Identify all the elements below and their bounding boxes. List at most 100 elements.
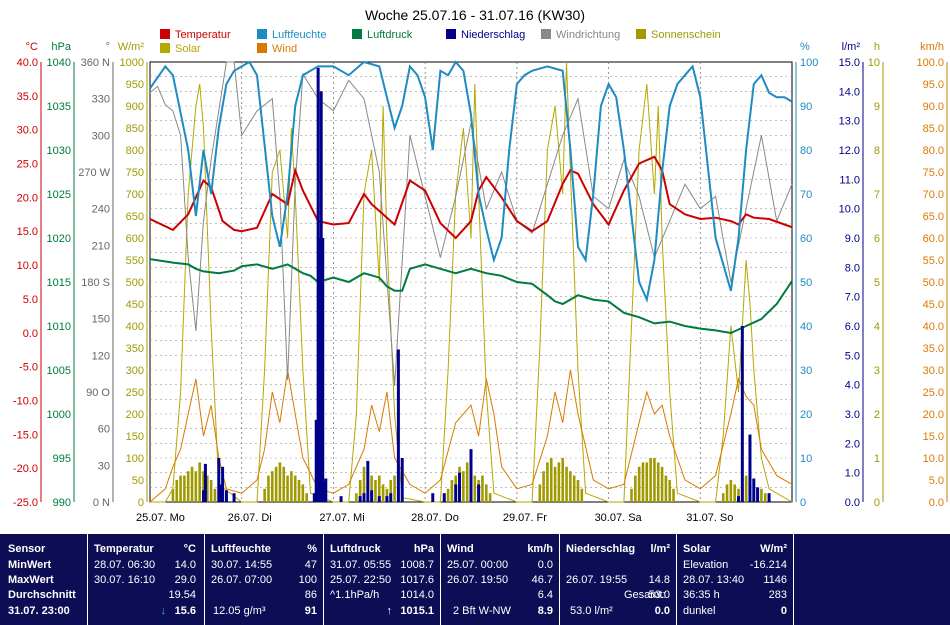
sunshine-bar <box>183 475 186 502</box>
sensor-column: Sensor MinWert MaxWert Durchschnitt 31.0… <box>0 534 88 625</box>
sunshine-bar <box>561 458 565 502</box>
rain-bar <box>314 419 318 502</box>
series-line-luftfeuchte <box>149 60 793 303</box>
tick-label-solar: 900 <box>126 101 144 113</box>
rain-max-value: 14.8 <box>648 574 670 586</box>
tick-label-wind: 5.0 <box>929 475 944 487</box>
sunshine-bar <box>721 493 725 502</box>
pressure-column: Luftdruck hPa 31.07. 05:55 1008.7 25.07.… <box>324 534 441 625</box>
tick-label-solar: 700 <box>126 189 144 201</box>
tick-label-rain: 7.0 <box>845 292 860 304</box>
sunshine-bar <box>569 471 572 502</box>
sunshine-bar <box>649 458 652 502</box>
tick-label-temp: -5.0 <box>19 362 38 374</box>
wind-min-value: 0.0 <box>537 559 553 571</box>
sunshine-bar <box>737 488 740 502</box>
tick-label-wind: 65.0 <box>923 211 944 223</box>
rain-unit: l/m² <box>650 543 670 555</box>
tick-label-solar: 1000 <box>120 57 144 69</box>
legend-swatch <box>352 29 362 39</box>
sunshine-bar <box>389 480 393 502</box>
sunshine-bar <box>282 466 286 502</box>
sunshine-bar <box>653 458 656 502</box>
tick-label-wind: 40.0 <box>923 321 944 333</box>
tick-label-wind: 55.0 <box>923 255 944 267</box>
rain-bar <box>748 434 752 502</box>
temp-min-value: 14.0 <box>174 559 196 571</box>
row-label-current: 31.07. 23:00 <box>8 605 70 617</box>
tick-label-rain: 15.0 <box>839 57 860 69</box>
rain-bar <box>396 349 400 502</box>
sunshine-bar <box>656 462 660 502</box>
tick-label-dir: 120 <box>92 350 110 362</box>
tick-label-temp: 10.0 <box>17 260 38 272</box>
sunshine-bar <box>672 488 675 502</box>
rain-bar <box>756 487 760 502</box>
sunshine-bar <box>641 462 645 502</box>
tick-label-solar: 550 <box>126 255 144 267</box>
tick-label-hum: 90 <box>800 101 812 113</box>
tick-label-temp: 20.0 <box>17 192 38 204</box>
statistics-table: Sensor MinWert MaxWert Durchschnitt 31.0… <box>0 534 950 625</box>
tick-label-dir: 60 <box>98 424 110 436</box>
sunshine-bar <box>362 466 366 502</box>
rain-bar <box>767 493 771 502</box>
rain-bar <box>737 496 740 502</box>
sunshine-bar <box>393 475 396 502</box>
tick-label-wind: 0.0 <box>929 497 944 509</box>
tick-label-rain: 5.0 <box>845 350 860 362</box>
sunshine-bar <box>202 471 205 502</box>
tick-label-rain: 4.0 <box>845 380 860 392</box>
legend-swatch <box>257 43 267 53</box>
rain-bar <box>224 490 228 502</box>
sunshine-value: 283 <box>768 589 787 601</box>
sunshine-bar <box>668 480 672 502</box>
temp-unit: °C <box>183 543 196 555</box>
tick-label-press: 1040 <box>47 57 71 69</box>
tick-label-wind: 15.0 <box>923 431 944 443</box>
tick-label-sun: 10 <box>868 57 880 69</box>
sunshine-bar <box>630 488 633 502</box>
legend-label: Windrichtung <box>556 29 620 41</box>
tick-label-solar: 400 <box>126 321 144 333</box>
rain-header: Niederschlag <box>566 543 636 555</box>
legend-label: Wind <box>272 43 297 55</box>
solar-current: 0 <box>780 605 787 617</box>
tick-label-dir: 300 <box>92 130 110 142</box>
tick-label-hum: 40 <box>800 321 812 333</box>
sunshine-bar <box>209 480 213 502</box>
x-tick-label: 31.07. So <box>686 512 733 524</box>
temp-trend-icon: ↓ <box>160 605 167 617</box>
legend-label: Temperatur <box>175 29 231 41</box>
press-tendency: ^1.1hPa/h <box>330 589 380 601</box>
rain-bar <box>477 484 481 502</box>
tick-label-dir: 330 <box>92 94 110 106</box>
sunshine-bar <box>760 488 763 502</box>
wind-min-time: 25.07. 00:00 <box>447 559 509 571</box>
tick-label-wind: 100.0 <box>916 57 944 69</box>
sunshine-bar <box>576 480 580 502</box>
rain-bar <box>232 493 236 502</box>
rain-bar <box>752 478 756 502</box>
tick-label-dir: 210 <box>92 240 110 252</box>
tick-label-sun: 0 <box>874 497 880 509</box>
solar-column: Solar W/m² Elevation -16.214 28.07. 13:4… <box>677 534 794 625</box>
hum-header: Luftfeuchte <box>211 543 271 555</box>
tick-label-solar: 450 <box>126 299 144 311</box>
series-line-wind <box>149 369 793 503</box>
press-min-time: 31.07. 05:55 <box>330 559 392 571</box>
tick-label-rain: 13.0 <box>839 116 860 128</box>
rain-bar <box>321 238 325 502</box>
tick-label-solar: 750 <box>126 167 144 179</box>
sunshine-bar <box>290 471 293 502</box>
series-line-windrichtung <box>149 61 793 386</box>
sunshine-bar <box>301 484 305 502</box>
rain-bar <box>389 493 393 502</box>
x-tick-label: 29.07. Fr <box>503 512 547 524</box>
tick-label-wind: 10.0 <box>923 453 944 465</box>
tick-label-hum: 100 <box>800 57 818 69</box>
temperature-column: Temperatur °C 28.07. 06:30 14.0 30.07. 1… <box>88 534 205 625</box>
wind-max-value: 46.7 <box>531 574 553 586</box>
tick-label-sun: 1 <box>874 453 880 465</box>
rain-bar <box>458 472 462 502</box>
